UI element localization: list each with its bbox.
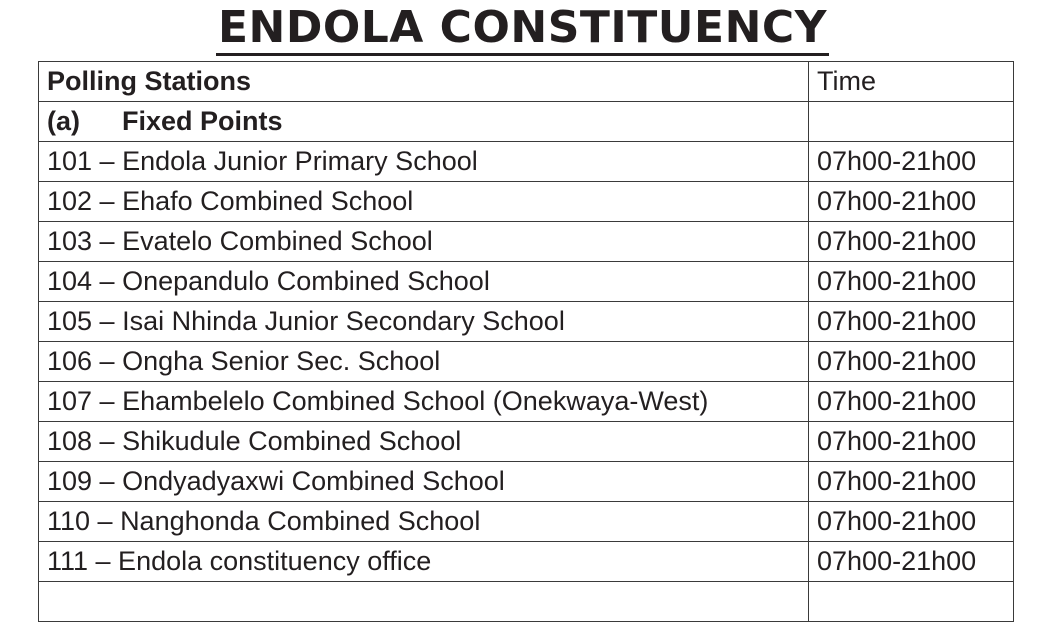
time-cell: 07h00-21h00 [808, 261, 1014, 302]
polling-stations-table: Polling Stations Time (a) Fixed Points 10… [38, 61, 1014, 622]
table-row: 103 – Evatelo Combined School 07h00-21h0… [38, 221, 1014, 262]
section-letter: (a) [47, 106, 80, 136]
section-label: Fixed Points [122, 106, 283, 136]
time-cell: 07h00-21h00 [808, 381, 1014, 422]
time-cell: 07h00-21h00 [808, 421, 1014, 462]
time-cell: 07h00-21h00 [808, 221, 1014, 262]
station-cell: 108 – Shikudule Combined School [38, 421, 809, 462]
station-cell: 103 – Evatelo Combined School [38, 221, 809, 262]
station-cell: 107 – Ehambelelo Combined School (Onekwa… [38, 381, 809, 422]
table-row: 107 – Ehambelelo Combined School (Onekwa… [38, 381, 1014, 422]
section-row-fixed-points: (a) Fixed Points [38, 101, 1014, 142]
station-cell: 104 – Onepandulo Combined School [38, 261, 809, 302]
title-area: ENDOLA CONSTITUENCY [0, 0, 1045, 62]
table-row: 108 – Shikudule Combined School 07h00-21… [38, 421, 1014, 462]
section-time-cell [808, 101, 1014, 142]
table-header-row: Polling Stations Time [38, 61, 1014, 102]
station-cell: 102 – Ehafo Combined School [38, 181, 809, 222]
time-cell: 07h00-21h00 [808, 461, 1014, 502]
section-label-cell: (a) Fixed Points [38, 101, 809, 142]
table-row-cut-off [38, 581, 1014, 622]
table-row: 105 – Isai Nhinda Junior Secondary Schoo… [38, 301, 1014, 342]
table-row: 102 – Ehafo Combined School 07h00-21h00 [38, 181, 1014, 222]
time-cell: 07h00-21h00 [808, 541, 1014, 582]
station-cell: 105 – Isai Nhinda Junior Secondary Schoo… [38, 301, 809, 342]
table-row: 101 – Endola Junior Primary School 07h00… [38, 141, 1014, 182]
table-row: 106 – Ongha Senior Sec. School 07h00-21h… [38, 341, 1014, 382]
time-cell: 07h00-21h00 [808, 341, 1014, 382]
station-cell: 111 – Endola constituency office [38, 541, 809, 582]
station-cell-empty [38, 581, 809, 622]
header-time: Time [808, 61, 1014, 102]
table-row: 104 – Onepandulo Combined School 07h00-2… [38, 261, 1014, 302]
table-row: 109 – Ondyadyaxwi Combined School 07h00-… [38, 461, 1014, 502]
time-cell: 07h00-21h00 [808, 141, 1014, 182]
time-cell-empty [808, 581, 1014, 622]
time-cell: 07h00-21h00 [808, 181, 1014, 222]
station-cell: 101 – Endola Junior Primary School [38, 141, 809, 182]
header-polling-stations: Polling Stations [38, 61, 809, 102]
table-row: 110 – Nanghonda Combined School 07h00-21… [38, 501, 1014, 542]
station-cell: 110 – Nanghonda Combined School [38, 501, 809, 542]
page-title: ENDOLA CONSTITUENCY [215, 4, 830, 56]
time-cell: 07h00-21h00 [808, 501, 1014, 542]
table-row: 111 – Endola constituency office 07h00-2… [38, 541, 1014, 582]
time-cell: 07h00-21h00 [808, 301, 1014, 342]
station-cell: 109 – Ondyadyaxwi Combined School [38, 461, 809, 502]
station-cell: 106 – Ongha Senior Sec. School [38, 341, 809, 382]
